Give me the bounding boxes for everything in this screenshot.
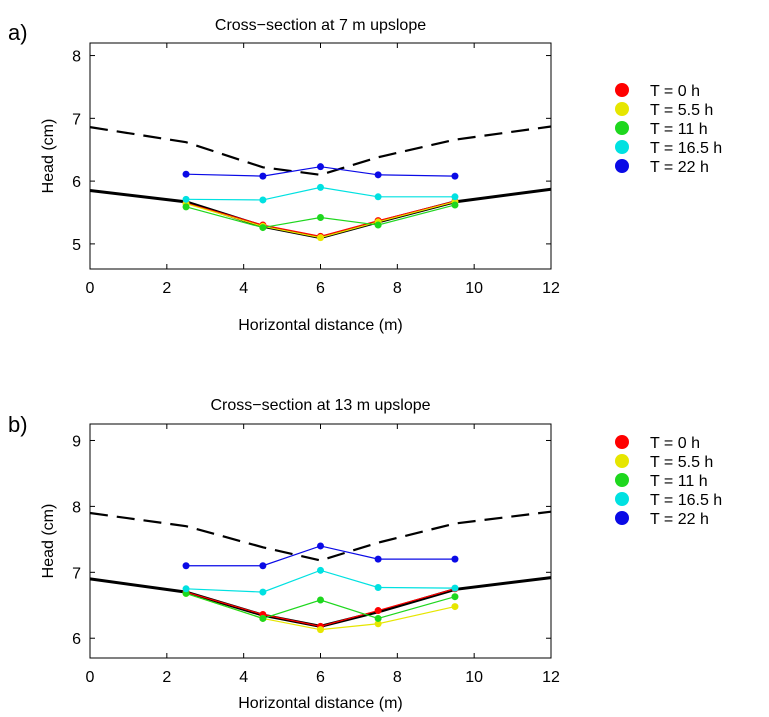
y-tick-label: 7 (72, 111, 81, 128)
chart-title: Cross−section at 13 m upslope (210, 397, 430, 414)
x-tick-label: 10 (465, 669, 483, 686)
x-tick-label: 8 (393, 280, 402, 297)
legend-label-1: T = 5.5 h (650, 102, 713, 119)
x-axis-label: Horizontal distance (m) (238, 695, 403, 712)
legend-label-2: T = 11 h (650, 121, 708, 138)
series-point-3 (182, 585, 190, 593)
y-tick-label: 7 (72, 565, 81, 582)
x-tick-label: 2 (162, 669, 171, 686)
series-point-1 (451, 603, 459, 611)
legend-marker-2 (615, 473, 629, 487)
x-tick-label: 4 (239, 669, 248, 686)
series-point-4 (451, 555, 459, 563)
series-point-3 (451, 584, 459, 592)
y-axis-label: Head (cm) (40, 504, 57, 579)
x-tick-label: 12 (542, 669, 560, 686)
legend-label-2: T = 11 h (650, 473, 708, 490)
x-axis-label: Horizontal distance (m) (238, 317, 403, 334)
series-point-2 (451, 201, 459, 209)
legend-label-1: T = 5.5 h (650, 454, 713, 471)
series-point-3 (317, 183, 324, 191)
series-point-3 (317, 566, 324, 574)
legend-label-0: T = 0 h (650, 435, 700, 452)
legend-label-4: T = 22 h (650, 159, 709, 176)
series-point-2 (317, 214, 324, 222)
legend-marker-4 (615, 159, 629, 173)
series-point-2 (374, 614, 382, 622)
x-tick-label: 12 (542, 280, 560, 297)
series-point-3 (451, 193, 459, 201)
x-tick-label: 6 (316, 669, 325, 686)
x-tick-label: 0 (86, 280, 95, 297)
panel-label: b) (8, 412, 28, 437)
series-point-4 (451, 172, 459, 180)
series-point-1 (374, 620, 382, 628)
series-point-3 (374, 583, 382, 591)
series-point-2 (259, 614, 267, 622)
series-point-3 (182, 195, 190, 203)
series-point-1 (317, 234, 324, 242)
legend-marker-3 (615, 140, 629, 154)
series-point-2 (317, 596, 324, 604)
legend-marker-3 (615, 492, 629, 506)
series-point-4 (182, 562, 190, 570)
x-tick-label: 8 (393, 669, 402, 686)
chart-panel-b: 0 2 4 6 8 10 12 6 7 8 9 Cross−section at 13 m upslo… (8, 397, 722, 712)
legend-label-4: T = 22 h (650, 511, 709, 528)
series-point-3 (259, 196, 267, 204)
series-point-4 (182, 170, 190, 178)
legend-label-3: T = 16.5 h (650, 492, 722, 509)
series-point-1 (317, 626, 324, 634)
series-point-3 (259, 588, 267, 596)
x-tick-label: 2 (162, 280, 171, 297)
y-tick-label: 6 (72, 631, 81, 648)
series-point-2 (259, 224, 267, 232)
legend-marker-2 (615, 121, 629, 135)
legend-marker-4 (615, 511, 629, 525)
y-axis-label: Head (cm) (40, 119, 57, 194)
y-tick-label: 8 (72, 49, 81, 66)
x-tick-label: 0 (86, 669, 95, 686)
legend-label-0: T = 0 h (650, 83, 700, 100)
series-point-2 (182, 203, 190, 211)
series-point-4 (317, 542, 324, 550)
legend-marker-0 (615, 435, 629, 449)
panel-label: a) (8, 20, 28, 45)
series-point-2 (374, 221, 382, 229)
legend-marker-1 (615, 102, 629, 116)
series-point-3 (374, 193, 382, 201)
series-point-4 (374, 171, 382, 179)
chart-panel-a: 0 2 4 6 8 10 12 5 6 7 8 Cross−section at 7 m upslop… (8, 17, 722, 334)
series-point-4 (259, 562, 267, 570)
x-tick-label: 4 (239, 280, 248, 297)
series-point-4 (317, 163, 324, 171)
reference-line-dashed (89, 125, 552, 176)
reference-line-dashed (89, 510, 552, 562)
reference-line-solid (89, 187, 552, 240)
y-tick-label: 5 (72, 237, 81, 254)
legend-marker-0 (615, 83, 629, 97)
series-point-0 (374, 607, 382, 615)
legend-label-3: T = 16.5 h (650, 140, 722, 157)
series-point-4 (259, 172, 267, 180)
series-point-4 (374, 555, 382, 563)
y-tick-label: 6 (72, 174, 81, 191)
y-tick-label: 9 (72, 433, 81, 450)
series-point-2 (451, 593, 459, 601)
y-tick-label: 8 (72, 499, 81, 516)
x-tick-label: 6 (316, 280, 325, 297)
chart-title: Cross−section at 7 m upslope (215, 17, 426, 34)
legend-marker-1 (615, 454, 629, 468)
x-tick-label: 10 (465, 280, 483, 297)
